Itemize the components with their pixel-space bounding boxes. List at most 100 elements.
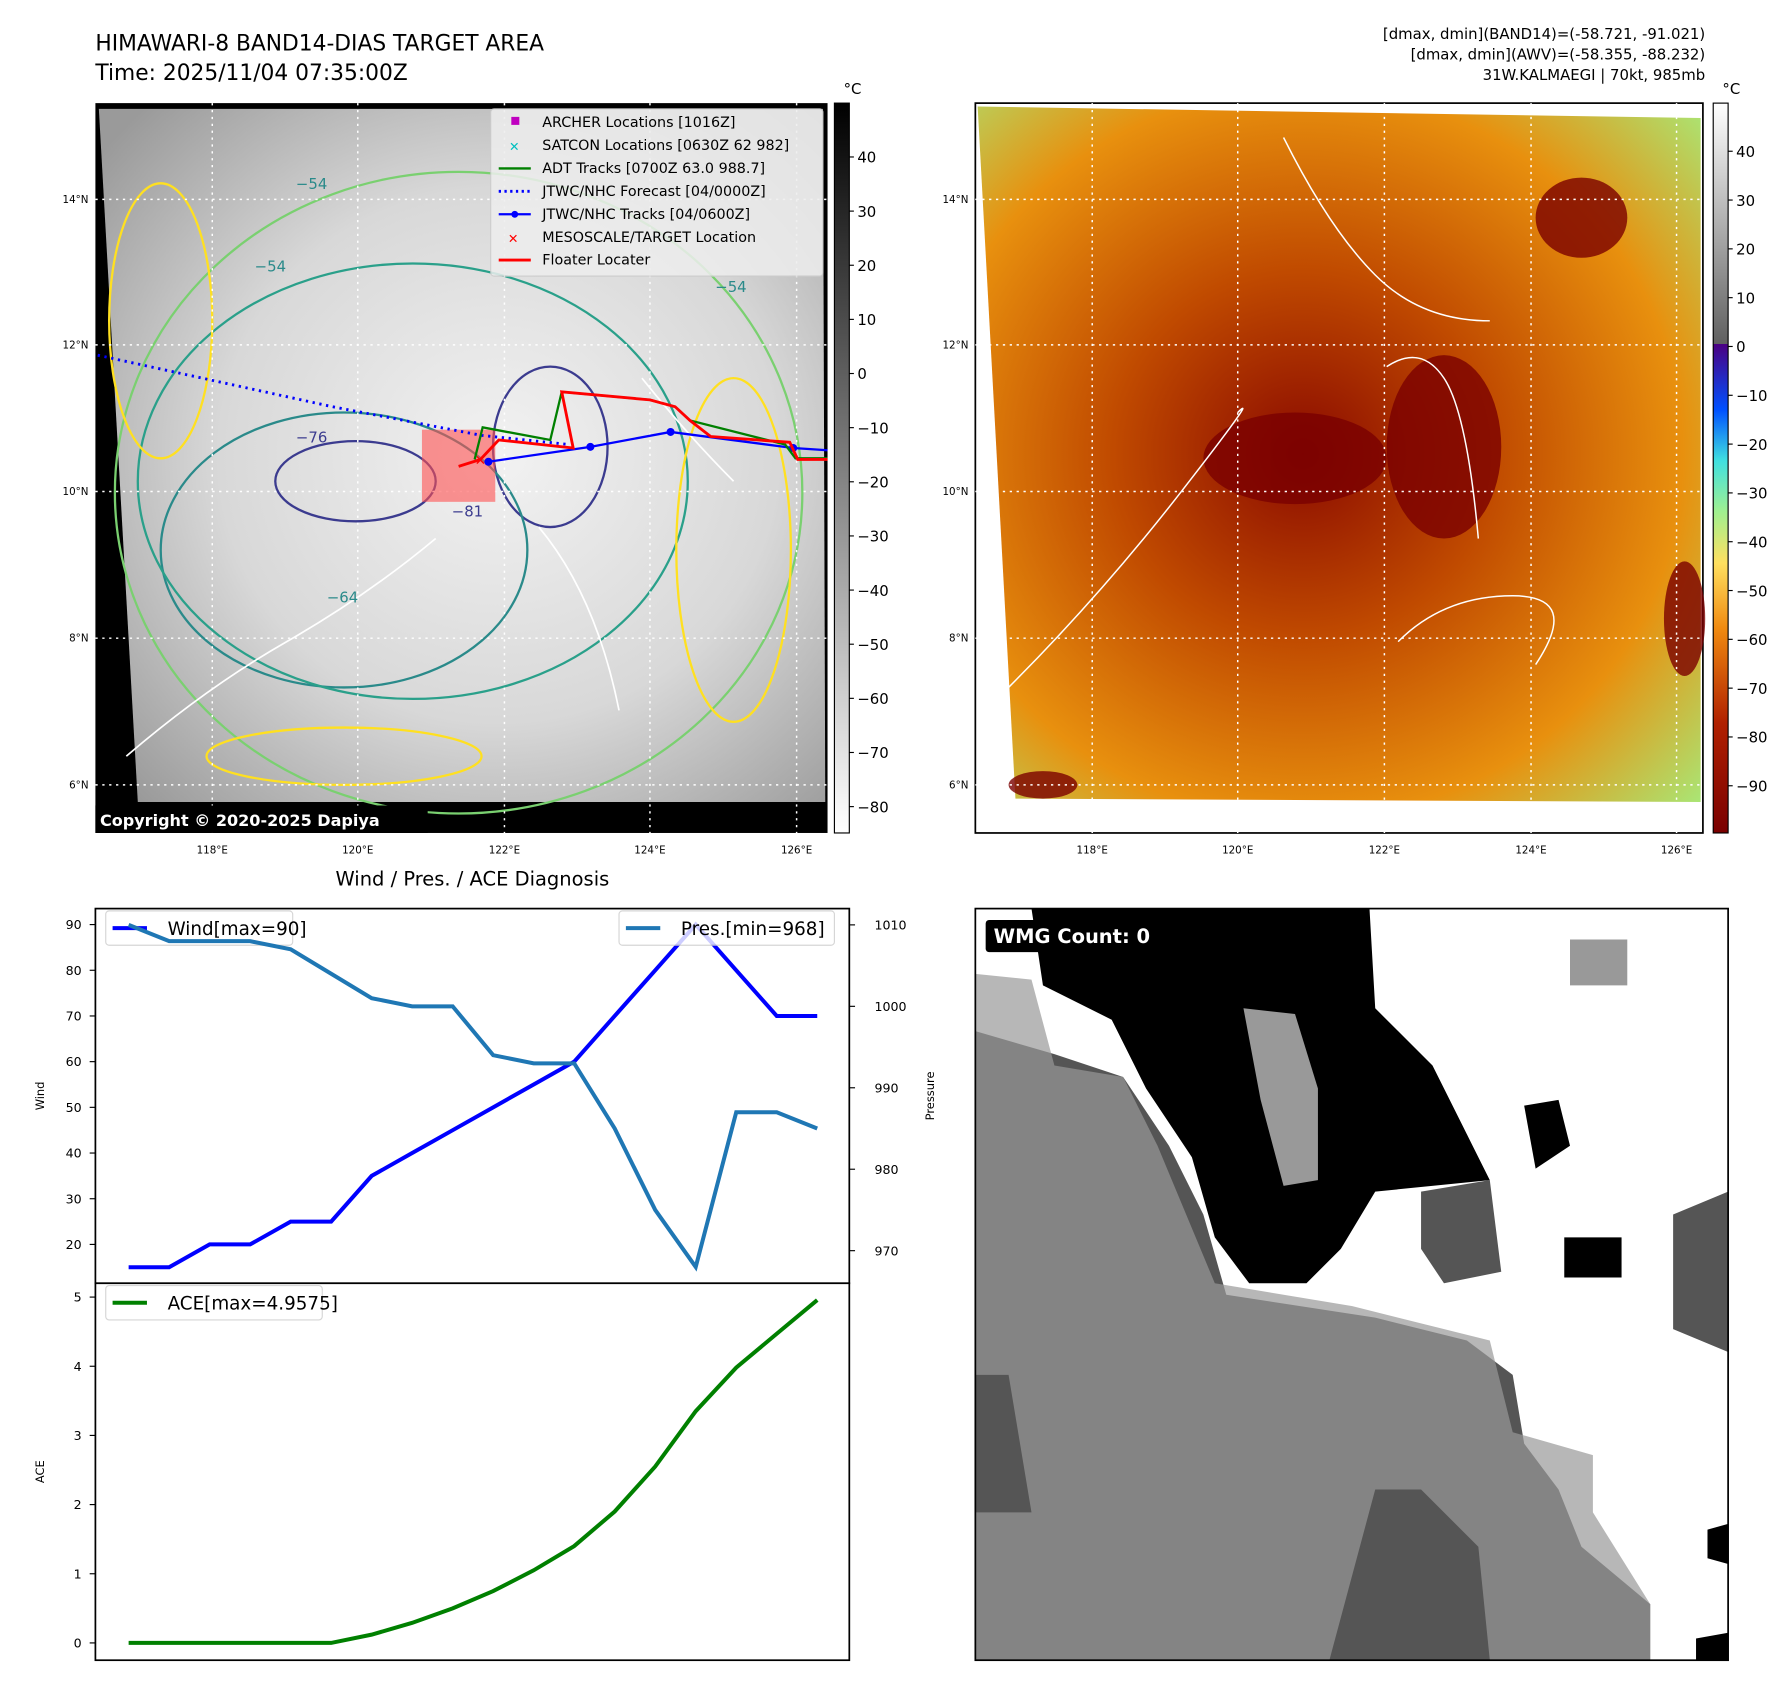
- legend-tracks: JTWC/NHC Tracks [04/0600Z]: [541, 207, 750, 223]
- wmg-region-dark: [1673, 1191, 1729, 1352]
- coastlines: [1008, 137, 1555, 688]
- y-tick-label: 40: [66, 1146, 82, 1161]
- series-line-ace: [128, 1298, 819, 1645]
- colorbar-tick-label: −30: [1736, 485, 1767, 503]
- wmg-region-mid: [975, 973, 1651, 1661]
- contour-label: −54: [715, 278, 746, 296]
- colorbar-tick-label: 30: [857, 203, 876, 221]
- figure-time: Time: 2025/11/04 07:35:00Z: [94, 61, 407, 86]
- colorbar-tick-label: −80: [1736, 729, 1767, 747]
- y-tick-label: 4: [74, 1359, 82, 1374]
- lon-tick-label: 120°E: [1222, 845, 1253, 857]
- colorbar-tick-label: −50: [1736, 582, 1767, 600]
- jtwc-track-points: [484, 427, 798, 466]
- colorbar-tick-label: −40: [1736, 533, 1767, 551]
- lat-tick-label: 14°N: [943, 194, 969, 206]
- heat-colorbar: [1712, 102, 1729, 834]
- colorbar-tick-label: 20: [857, 257, 876, 275]
- y-tick-label: 90: [66, 917, 82, 932]
- lon-tick-label: 126°E: [781, 845, 812, 857]
- wmg-region-black: [1524, 1099, 1570, 1169]
- info-awv: [dmax, dmin](AWV)=(-58.355, -88.232): [1411, 46, 1706, 64]
- y-tick-label: 70: [66, 1009, 82, 1024]
- legend-label: Wind[max=90]: [168, 919, 307, 940]
- y-right-axis-label: Pressure: [923, 1072, 937, 1121]
- y-tick-label: 2: [74, 1497, 82, 1512]
- info-storm: 31W.KALMAEGI | 70kt, 985mb: [1483, 66, 1706, 84]
- colorbar-tick-label: −70: [1736, 680, 1767, 698]
- lon-tick-label: 122°E: [489, 845, 520, 857]
- lat-tick-label: 14°N: [63, 194, 89, 206]
- colorbar-unit: °C: [1722, 80, 1740, 98]
- colorbar-tick-label: −20: [1736, 436, 1767, 454]
- y-tick-label: 30: [66, 1191, 82, 1206]
- lat-tick-label: 8°N: [69, 633, 88, 645]
- wmg-region-black: [1707, 1523, 1729, 1564]
- colorbar-tick-label: −60: [1736, 631, 1767, 649]
- colorbar-unit: °C: [844, 80, 862, 98]
- colorbar-tick-label: −50: [857, 636, 888, 654]
- y-tick-label: 3: [74, 1428, 82, 1443]
- colorbar-tick-label: 10: [857, 311, 876, 329]
- contour-label: −81: [452, 503, 483, 521]
- lat-tick-label: 12°N: [943, 339, 969, 351]
- legend-label: ACE[max=4.9575]: [168, 1294, 338, 1315]
- info-band14: [dmax, dmin](BAND14)=(-58.721, -91.021): [1383, 25, 1705, 43]
- lat-tick-label: 8°N: [949, 633, 968, 645]
- y-tick-label: 5: [74, 1290, 82, 1305]
- legend-satcon: SATCON Locations [0630Z 62 982]: [542, 138, 789, 154]
- y-tick-label: 20: [66, 1237, 82, 1252]
- ace-chart: 0 1 2 3 4 5 ACE ACE[max=4.9575]: [33, 1282, 851, 1662]
- wmg-panel: WMG Count: 0: [974, 907, 1729, 1662]
- colorbar-tick-label: 40: [1736, 143, 1755, 161]
- colorbar-tick-label: −20: [857, 474, 888, 492]
- lat-tick-label: 6°N: [69, 779, 88, 791]
- legend-box: [105, 1284, 323, 1321]
- colorbar-tick-label: 30: [1736, 192, 1755, 210]
- legend-floater: Floater Locater: [542, 253, 650, 269]
- lat-tick-label: 10°N: [63, 486, 89, 498]
- gray-colorbar: [833, 102, 850, 834]
- jtwc-forecast-track: [97, 353, 570, 446]
- legend-adt: ADT Tracks [0700Z 63.0 988.7]: [542, 161, 765, 177]
- band14-map: ✕ −54 −54 −76 −64 −81 −54 Copyright © 20…: [63, 80, 889, 857]
- lat-tick-label: 12°N: [63, 339, 89, 351]
- lon-tick-label: 118°E: [1077, 845, 1108, 857]
- cold-cloud-areas: [1008, 177, 1706, 799]
- contour-label: −64: [327, 589, 358, 607]
- colorbar-tick-label: −40: [857, 582, 888, 600]
- satcon-marker: ✕: [509, 139, 520, 154]
- y-right-tick-label: 980: [875, 1162, 899, 1177]
- wmg-region-dark: [1421, 1180, 1502, 1284]
- colorbar-tick-label: −10: [857, 419, 888, 437]
- y-axis-label: ACE: [33, 1460, 47, 1483]
- colorbar-ticks: 40 30 20 10 0 −10 −20 −30 −40 −50 −60 −70 −80: [849, 149, 889, 816]
- wind-pressure-chart: 20 30 40 50 60 70 80 90 Wind 970 980 990 1000 1010 Pre…: [33, 907, 937, 1285]
- legend-label: Pres.[min=968]: [681, 919, 825, 940]
- lat-tick-label: 6°N: [949, 779, 968, 791]
- lon-tick-label: 120°E: [342, 845, 373, 857]
- wmg-region-black: [1696, 1632, 1729, 1661]
- wmg-region-black: [1564, 1237, 1622, 1278]
- y-right-tick-label: 970: [875, 1243, 899, 1258]
- mesoscale-target-marker: ✕: [475, 453, 487, 469]
- lon-tick-label: 122°E: [1369, 845, 1400, 857]
- contour-label: −54: [296, 175, 327, 193]
- legend-box: [618, 910, 835, 946]
- colorbar-tick-label: −10: [1736, 387, 1767, 405]
- archer-marker: [511, 116, 520, 125]
- lon-tick-label: 124°E: [634, 845, 665, 857]
- colorbar-tick-label: 0: [1736, 338, 1745, 356]
- colorbar-tick-label: 40: [857, 149, 876, 167]
- y-tick-label: 1: [74, 1566, 82, 1581]
- map-ticks: 118°E 120°E 122°E 124°E 126°E 14°N 12°N 10°N 8°N…: [943, 194, 1693, 857]
- legend-box: [105, 910, 294, 946]
- lon-tick-label: 126°E: [1661, 845, 1692, 857]
- y-tick-label: 50: [66, 1100, 82, 1115]
- colorbar-tick-label: −30: [857, 528, 888, 546]
- legend-forecast: JTWC/NHC Forecast [04/0000Z]: [541, 184, 766, 200]
- lat-tick-label: 10°N: [943, 486, 969, 498]
- colorbar-tick-label: −90: [1736, 777, 1767, 795]
- lon-tick-label: 118°E: [197, 845, 228, 857]
